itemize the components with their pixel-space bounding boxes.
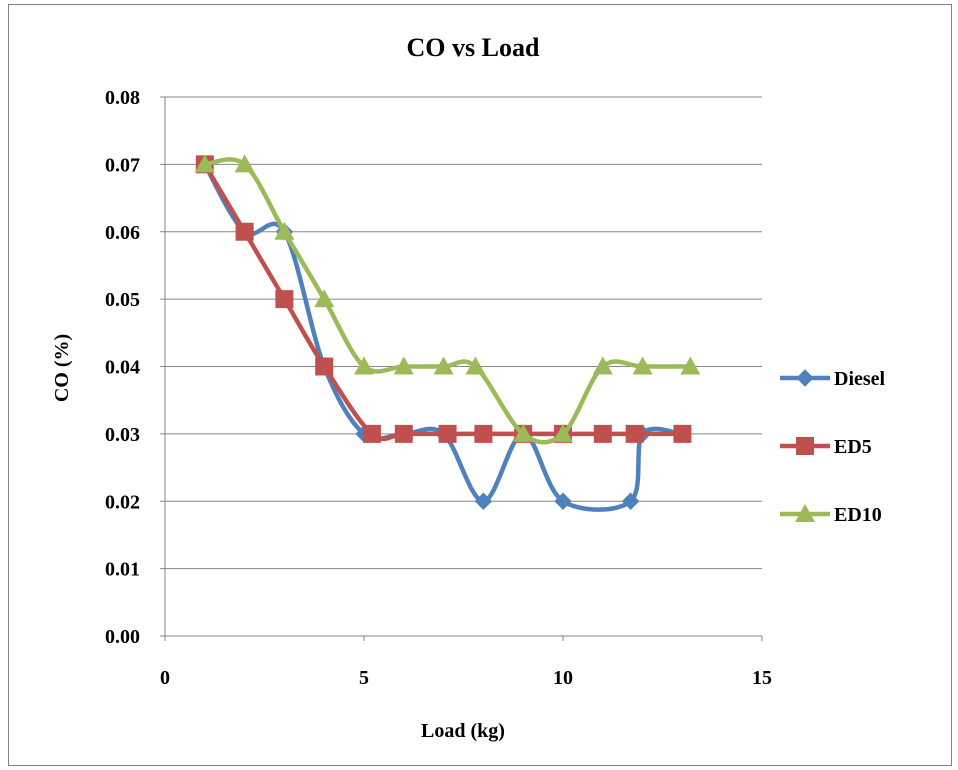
point-ed5 bbox=[438, 424, 457, 443]
y-axis-label: CO (%) bbox=[51, 334, 73, 402]
point-ed5 bbox=[593, 424, 612, 443]
point-ed5 bbox=[235, 222, 254, 241]
series-ed10 bbox=[194, 154, 701, 445]
legend: Diesel ED5 ED10 bbox=[780, 368, 886, 526]
point-ed10 bbox=[553, 423, 573, 442]
point-ed10 bbox=[274, 221, 295, 240]
x-tick-label: 0 bbox=[160, 667, 170, 689]
legend-marker-ed5 bbox=[796, 437, 814, 455]
series-layer bbox=[194, 154, 701, 512]
point-ed5 bbox=[394, 424, 413, 443]
gridlines bbox=[165, 96, 762, 570]
axes bbox=[160, 96, 763, 641]
point-diesel bbox=[554, 492, 572, 510]
y-tick-label: 0.07 bbox=[105, 154, 140, 176]
point-ed5 bbox=[625, 424, 644, 443]
point-diesel bbox=[474, 492, 493, 510]
chart-title: CO vs Load bbox=[407, 33, 540, 62]
point-ed5 bbox=[362, 424, 381, 443]
point-ed10 bbox=[234, 154, 255, 173]
point-ed5 bbox=[474, 424, 493, 443]
y-tick-label: 0.01 bbox=[105, 559, 140, 581]
x-tick-label: 5 bbox=[359, 667, 369, 689]
legend-item-ed5: ED5 bbox=[780, 436, 872, 458]
legend-marker-diesel bbox=[796, 369, 814, 387]
point-ed5 bbox=[275, 290, 294, 309]
y-tick-label: 0.06 bbox=[105, 222, 140, 244]
x-axis-label: Load (kg) bbox=[421, 720, 505, 742]
x-tick-label: 15 bbox=[752, 667, 772, 689]
point-ed10 bbox=[513, 423, 534, 442]
point-ed10 bbox=[194, 154, 215, 173]
legend-label-diesel: Diesel bbox=[834, 368, 886, 390]
legend-item-ed10: ED10 bbox=[780, 504, 882, 526]
y-tick-label: 0.02 bbox=[105, 491, 140, 513]
point-ed10 bbox=[632, 356, 653, 375]
point-ed10 bbox=[314, 289, 335, 308]
point-ed10 bbox=[354, 356, 374, 375]
series-ed5 bbox=[195, 155, 692, 443]
tick-labels: 0.00 0.01 0.02 0.03 0.04 0.05 0.06 0.07 0.08 0 5 10… bbox=[105, 87, 772, 689]
legend-marker-ed10 bbox=[795, 504, 815, 522]
legend-item-diesel: Diesel bbox=[780, 368, 886, 390]
y-tick-label: 0.05 bbox=[105, 289, 140, 311]
x-tick-label: 10 bbox=[553, 667, 573, 689]
point-ed5 bbox=[315, 357, 334, 376]
y-tick-label: 0.00 bbox=[105, 626, 140, 648]
point-ed10 bbox=[393, 356, 414, 375]
point-ed10 bbox=[433, 356, 454, 375]
y-tick-label: 0.08 bbox=[105, 87, 140, 109]
point-diesel bbox=[621, 492, 640, 510]
point-ed10 bbox=[592, 356, 613, 375]
legend-label-ed5: ED5 bbox=[834, 436, 872, 458]
y-tick-label: 0.04 bbox=[105, 357, 140, 379]
legend-label-ed10: ED10 bbox=[834, 504, 882, 526]
y-tick-label: 0.03 bbox=[105, 424, 140, 446]
point-ed10 bbox=[680, 356, 701, 375]
point-ed10 bbox=[465, 356, 486, 375]
point-ed5 bbox=[673, 424, 692, 443]
